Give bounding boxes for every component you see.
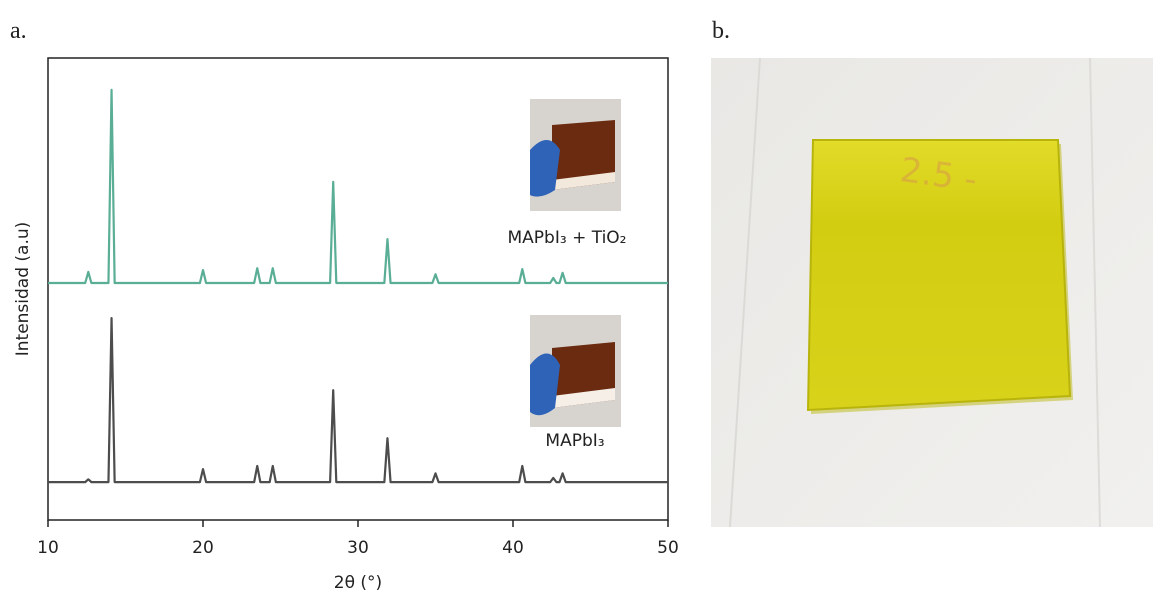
x-tick-label: 30 xyxy=(347,538,369,558)
series-line xyxy=(48,317,668,484)
series-label: MAPbI₃ + TiO₂ xyxy=(508,228,627,248)
x-tick-label: 50 xyxy=(657,538,679,558)
series-line xyxy=(48,88,668,285)
inset-photo xyxy=(530,99,621,211)
x-axis-label: 2θ (°) xyxy=(334,573,382,593)
x-tick-label: 10 xyxy=(37,538,59,558)
y-axis-label: Intensidad (a.u) xyxy=(13,222,33,357)
inset-photo xyxy=(530,315,621,427)
series-label: MAPbI₃ xyxy=(545,431,604,451)
x-tick-label: 40 xyxy=(502,538,524,558)
photo: 2.5 - xyxy=(711,57,1153,528)
panel-label: b. xyxy=(712,18,730,44)
panel-label: a. xyxy=(10,18,27,44)
x-tick-label: 20 xyxy=(192,538,214,558)
